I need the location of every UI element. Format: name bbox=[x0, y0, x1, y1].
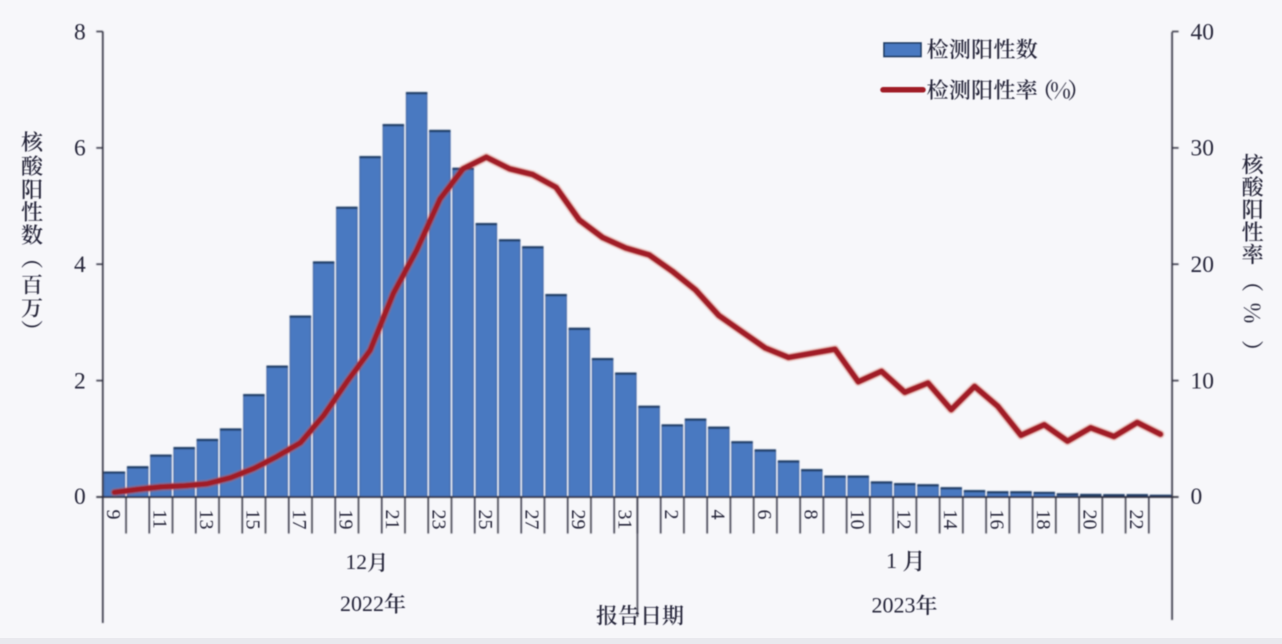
svg-text:0: 0 bbox=[1191, 484, 1203, 510]
svg-text:10: 10 bbox=[1191, 368, 1215, 394]
svg-text:19: 19 bbox=[335, 510, 357, 530]
svg-text:2: 2 bbox=[74, 368, 86, 394]
svg-text:8: 8 bbox=[800, 510, 822, 520]
svg-text:6: 6 bbox=[74, 136, 86, 162]
svg-text:11: 11 bbox=[149, 510, 171, 529]
svg-text:12: 12 bbox=[346, 550, 368, 574]
svg-text:12: 12 bbox=[893, 510, 915, 530]
svg-text:4: 4 bbox=[707, 510, 729, 520]
svg-text:22: 22 bbox=[1125, 510, 1147, 530]
svg-text:16: 16 bbox=[985, 510, 1007, 530]
svg-text:20: 20 bbox=[1078, 510, 1100, 530]
svg-text:2023: 2023 bbox=[872, 592, 916, 617]
svg-text:18: 18 bbox=[1032, 510, 1054, 530]
svg-text:8: 8 bbox=[74, 19, 86, 45]
svg-text:17: 17 bbox=[288, 510, 310, 530]
svg-text:25: 25 bbox=[474, 510, 496, 530]
svg-text:1: 1 bbox=[886, 548, 897, 573]
svg-text:23: 23 bbox=[428, 510, 450, 530]
svg-text:13: 13 bbox=[195, 510, 217, 530]
svg-text:10: 10 bbox=[846, 510, 868, 530]
svg-text:6: 6 bbox=[753, 510, 775, 520]
svg-text:29: 29 bbox=[567, 510, 589, 530]
svg-text:30: 30 bbox=[1191, 136, 1215, 162]
svg-text:20: 20 bbox=[1191, 252, 1215, 278]
svg-text:15: 15 bbox=[242, 510, 264, 530]
svg-text:9: 9 bbox=[102, 510, 124, 520]
svg-text:14: 14 bbox=[939, 510, 961, 530]
svg-text:31: 31 bbox=[614, 510, 636, 530]
svg-text:2022: 2022 bbox=[340, 591, 384, 616]
svg-text:2: 2 bbox=[660, 510, 682, 520]
svg-text:21: 21 bbox=[381, 510, 403, 530]
svg-text:40: 40 bbox=[1191, 19, 1215, 45]
svg-text:27: 27 bbox=[521, 510, 543, 530]
svg-text:0: 0 bbox=[74, 484, 86, 510]
svg-text:4: 4 bbox=[74, 252, 86, 278]
